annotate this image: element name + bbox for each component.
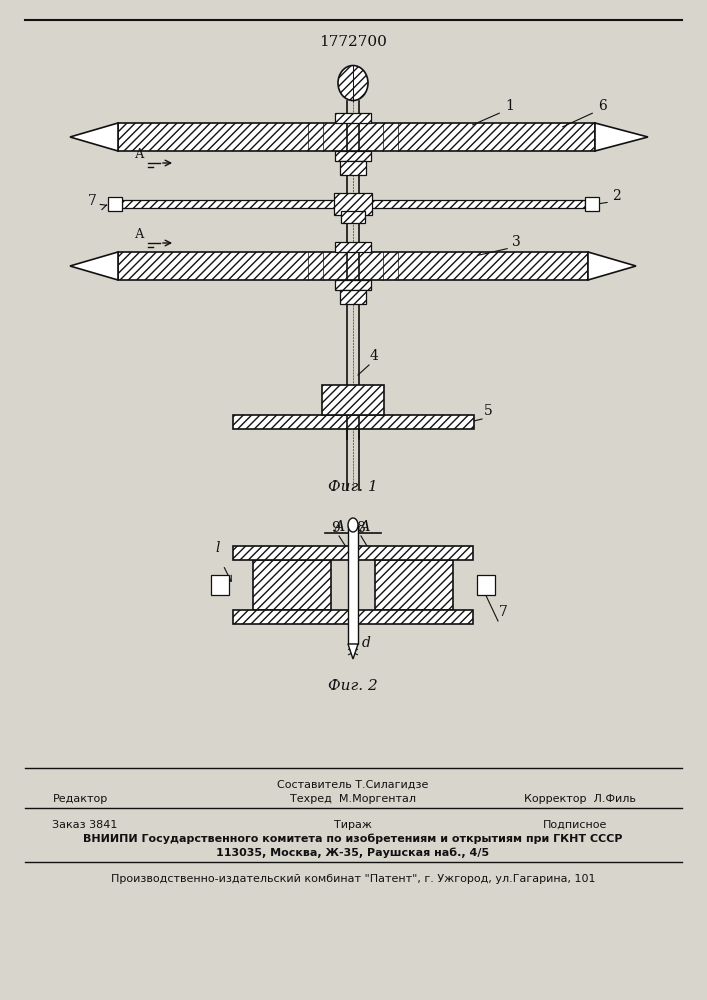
Bar	[233, 610, 473, 624]
Text: d: d	[362, 636, 371, 650]
Bar	[340, 290, 366, 304]
Text: 7: 7	[499, 605, 508, 619]
Bar	[348, 525, 358, 644]
Bar	[477, 575, 495, 595]
Text: Фиг. 2: Фиг. 2	[328, 679, 378, 693]
Text: 4: 4	[370, 349, 379, 363]
Text: 1772700: 1772700	[319, 35, 387, 49]
Bar	[233, 415, 474, 429]
Text: 3: 3	[512, 235, 521, 249]
Bar	[253, 560, 331, 610]
Text: 9: 9	[331, 521, 340, 535]
Polygon shape	[588, 252, 636, 280]
Text: Заказ 3841: Заказ 3841	[52, 820, 117, 830]
Bar	[233, 546, 473, 560]
Ellipse shape	[338, 66, 368, 101]
Text: Фиг. 1: Фиг. 1	[328, 480, 378, 494]
Bar	[585, 197, 599, 211]
Bar	[335, 151, 371, 161]
Polygon shape	[348, 644, 358, 659]
Text: Редактор: Редактор	[52, 794, 107, 804]
Text: Производственно-издательский комбинат "Патент", г. Ужгород, ул.Гагарина, 101: Производственно-издательский комбинат "П…	[111, 874, 595, 884]
Text: Тираж: Тираж	[334, 820, 372, 830]
Bar	[118, 123, 595, 151]
Bar	[108, 197, 122, 211]
Bar	[118, 252, 588, 280]
Bar	[334, 193, 372, 215]
Text: 5: 5	[484, 404, 493, 418]
Polygon shape	[70, 123, 118, 151]
Text: 1: 1	[505, 99, 514, 113]
Bar	[335, 113, 371, 123]
Text: А: А	[135, 228, 144, 241]
Text: l: l	[215, 541, 219, 555]
Bar	[375, 560, 453, 610]
Ellipse shape	[348, 518, 358, 532]
Polygon shape	[595, 123, 648, 151]
Polygon shape	[70, 252, 118, 280]
Text: Корректор  Л.Филь: Корректор Л.Филь	[524, 794, 636, 804]
Text: 7: 7	[88, 194, 97, 208]
Text: А: А	[135, 148, 144, 161]
Bar	[122, 200, 585, 208]
Text: ВНИИПИ Государственного комитета по изобретениям и открытиям при ГКНТ СССР: ВНИИПИ Государственного комитета по изоб…	[83, 834, 623, 844]
Text: Составитель Т.Силагидзе: Составитель Т.Силагидзе	[277, 780, 428, 790]
Bar	[335, 280, 371, 290]
Text: 8: 8	[356, 521, 365, 535]
Text: 2: 2	[612, 189, 621, 203]
Text: Подписное: Подписное	[543, 820, 607, 830]
Bar	[335, 242, 371, 252]
Text: А - А: А - А	[334, 520, 372, 534]
Bar	[341, 211, 365, 223]
Text: 6: 6	[598, 99, 607, 113]
Bar	[340, 161, 366, 175]
Text: 113035, Москва, Ж-35, Раушская наб., 4/5: 113035, Москва, Ж-35, Раушская наб., 4/5	[216, 848, 489, 858]
Bar	[322, 385, 384, 415]
Bar	[211, 575, 229, 595]
Text: Техред  М.Моргентал: Техред М.Моргентал	[290, 794, 416, 804]
